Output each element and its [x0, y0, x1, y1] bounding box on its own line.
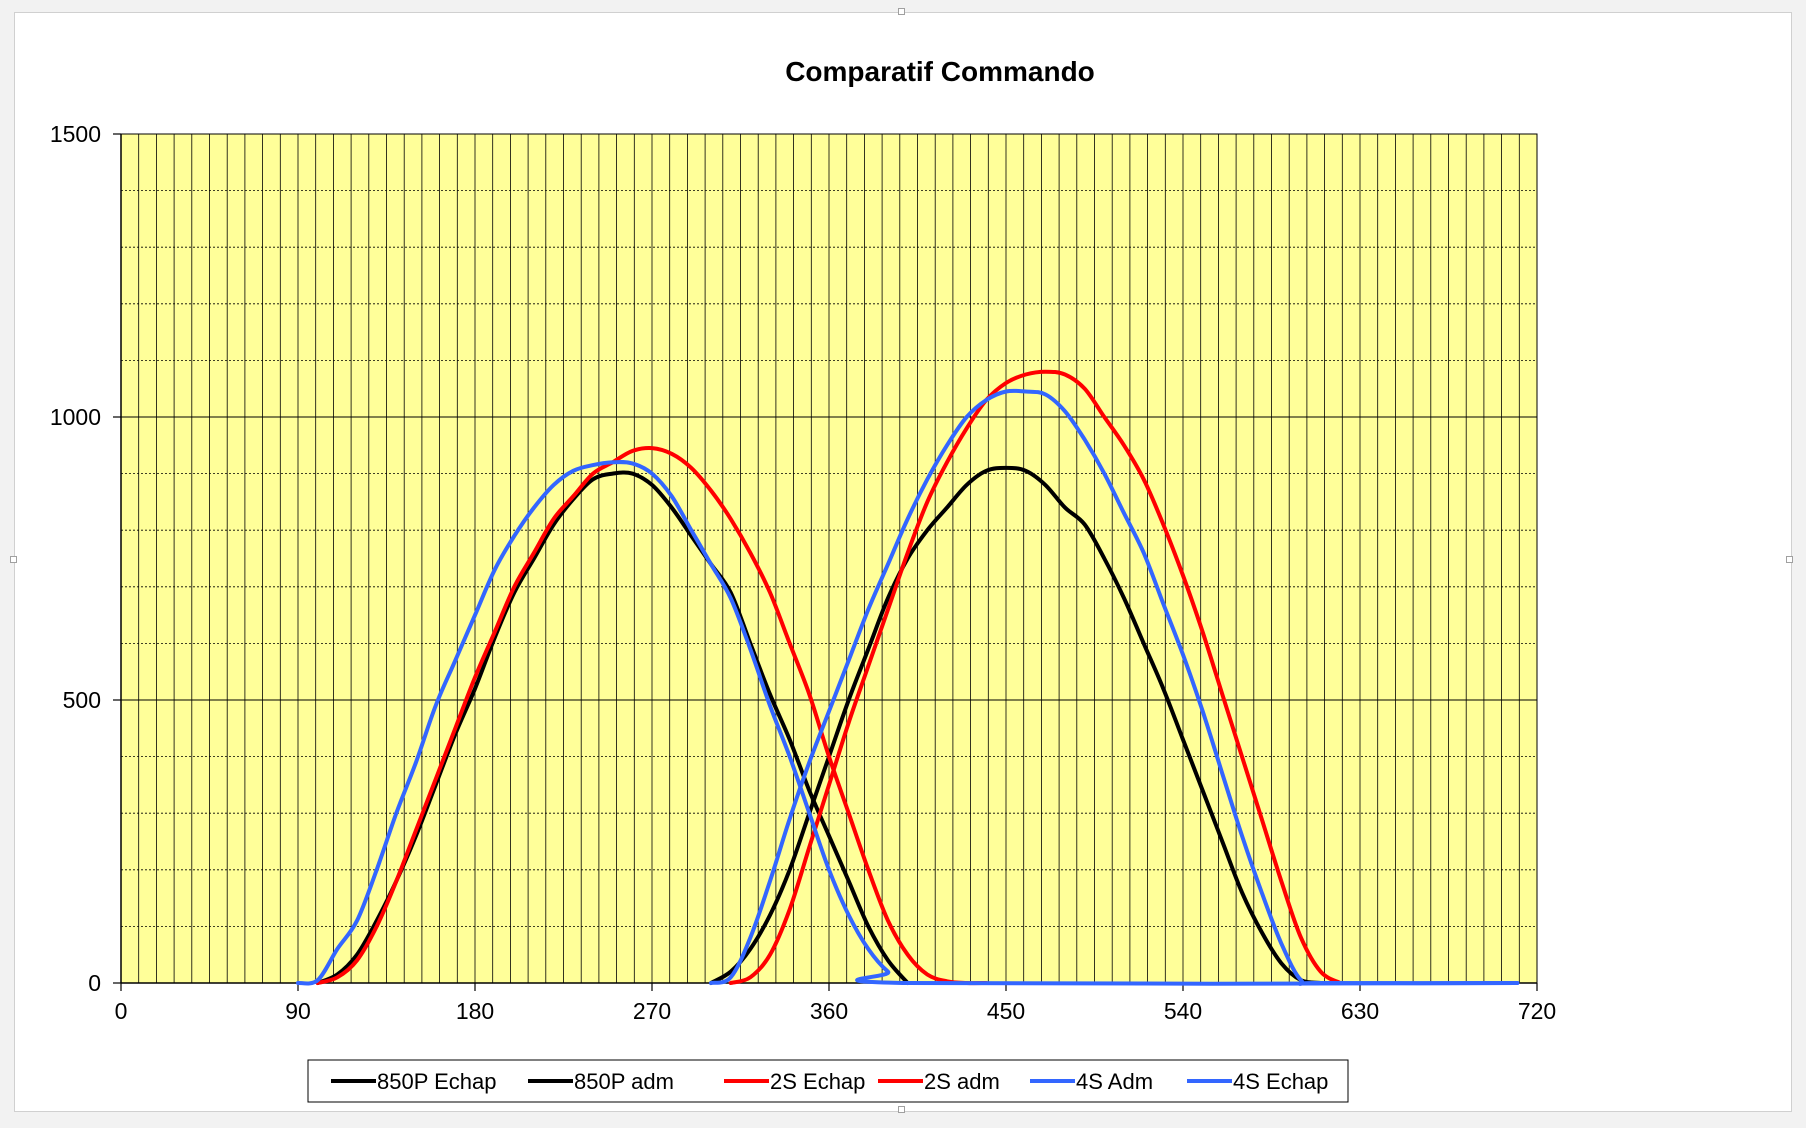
legend-label-6: 4S Echap — [1233, 1069, 1328, 1094]
x-tick-label: 720 — [1518, 998, 1556, 1024]
legend-label-2: 850P adm — [574, 1069, 674, 1094]
resize-handle-bottom[interactable] — [898, 1106, 905, 1113]
resize-handle-right[interactable] — [1786, 556, 1793, 563]
legend-label-5: 4S Adm — [1076, 1069, 1153, 1094]
chart-title: Comparatif Commando — [785, 56, 1095, 87]
series-line-1 — [315, 470, 910, 985]
legend-label-1: 850P Echap — [377, 1069, 496, 1094]
y-tick-label: 500 — [63, 687, 101, 713]
y-tick-label: 0 — [88, 970, 101, 996]
x-tick-label: 0 — [115, 998, 128, 1024]
x-tick-label: 540 — [1164, 998, 1202, 1024]
legend-label-3: 2S Echap — [770, 1069, 865, 1094]
series-line-2 — [709, 465, 1323, 985]
legend-label-4: 2S adm — [924, 1069, 1000, 1094]
x-tick-label: 270 — [633, 998, 671, 1024]
series-line-4 — [728, 369, 1343, 985]
y-tick-label: 1500 — [50, 121, 101, 147]
resize-handle-top[interactable] — [898, 8, 905, 15]
legend: 850P Echap 850P adm 2S Echap 2S adm 4S Adm 4S… — [307, 1059, 1349, 1103]
resize-handle-left[interactable] — [10, 556, 17, 563]
x-tick-label: 360 — [810, 998, 848, 1024]
x-tick-label: 450 — [987, 998, 1025, 1024]
series-line-6 — [709, 388, 1520, 986]
x-tick-label: 90 — [285, 998, 311, 1024]
series-line-3 — [315, 446, 989, 986]
y-tick-label: 1000 — [50, 404, 101, 430]
legend-box — [307, 1059, 1349, 1103]
x-tick-label: 630 — [1341, 998, 1379, 1024]
x-tick-label: 180 — [456, 998, 494, 1024]
plot-area: 0 90 180 270 360 450 540 630 720 0 500 1000 1500 — [50, 121, 1556, 1024]
series-line-5 — [296, 460, 1520, 986]
